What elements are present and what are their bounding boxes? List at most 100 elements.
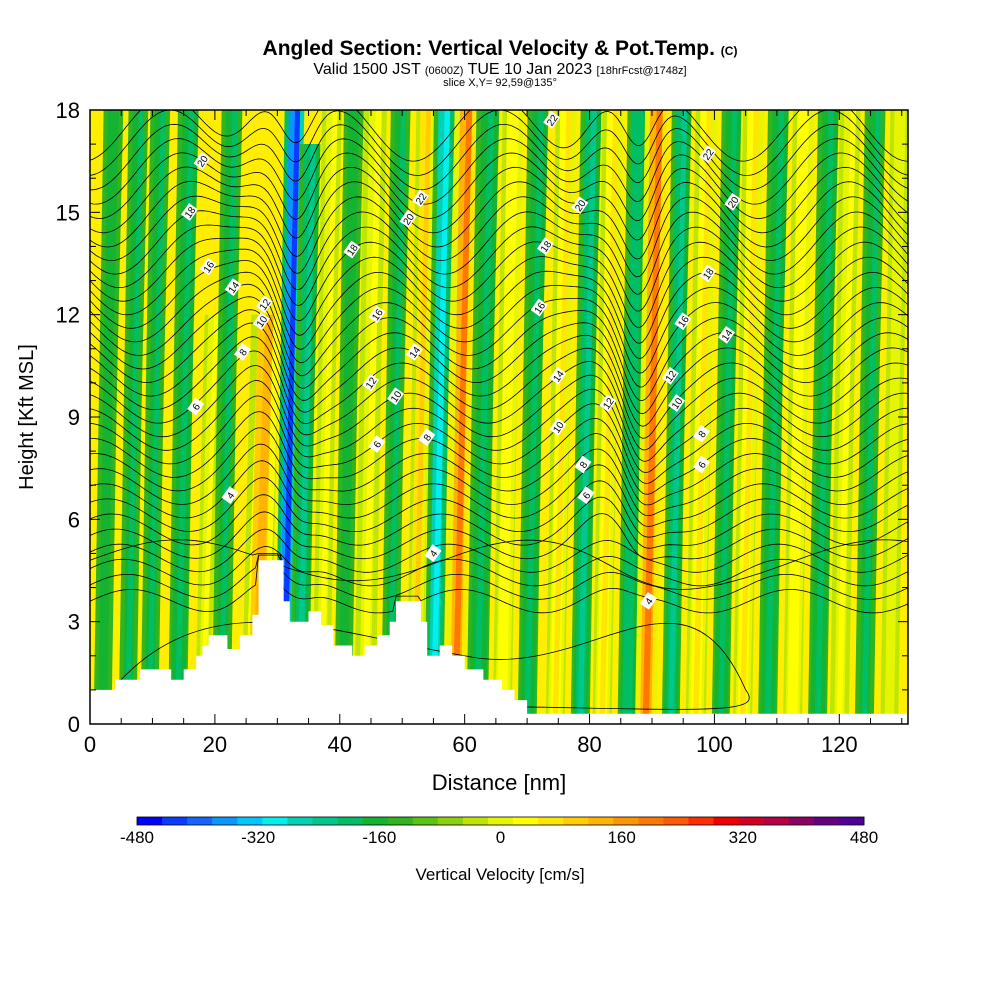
contour-label-bg: [368, 305, 386, 324]
velocity-band: [354, 110, 387, 724]
isentrope-contours: [90, 110, 908, 710]
isentrope-line: [90, 152, 908, 222]
velocity-band-shade: [412, 110, 432, 724]
colorbar-swatch: [738, 817, 765, 825]
isentrope-line: [90, 271, 908, 374]
colorbar-swatch: [362, 817, 389, 825]
y-tick-label: 12: [56, 303, 80, 328]
colorbar-swatch: [613, 817, 639, 825]
colorbar-tick-label: 160: [607, 828, 635, 847]
contour-label-bg: [424, 544, 442, 563]
contour-label-bg: [536, 237, 554, 256]
velocity-band: [445, 110, 477, 724]
colorbar-swatch: [588, 817, 614, 825]
slice-info: slice X,Y= 92,59@135°: [443, 77, 557, 89]
isentrope-line: [90, 248, 908, 344]
colorbar-frame: [136, 816, 865, 826]
contour-label-bg: [724, 192, 742, 211]
isentrope-line: [90, 322, 908, 427]
contour-label: 14: [224, 278, 242, 296]
isentrope-line: [90, 237, 908, 328]
velocity-band: [592, 110, 624, 724]
isentrope-line: [90, 195, 908, 278]
contour-label: 14: [717, 325, 736, 344]
isentrope-line: [90, 224, 908, 312]
valid-date: TUE 10 Jan 2023: [467, 61, 593, 78]
colorbar-swatch: [162, 817, 188, 825]
colorbar-swatch: [513, 817, 539, 825]
contour-label-bg: [599, 394, 617, 412]
x-tick-label: 120: [821, 732, 858, 757]
colorbar-swatch: [412, 817, 439, 825]
colorbar-swatch: [212, 817, 238, 825]
colorbar-tick-label: 480: [850, 828, 878, 847]
velocity-band-shade: [200, 314, 219, 724]
colorbar-swatch: [437, 817, 464, 825]
velocity-band: [854, 110, 886, 724]
isentrope-line: [90, 427, 908, 506]
contour-label-bg: [699, 264, 717, 283]
velocity-band-shade: [789, 110, 810, 724]
contour-label-bg: [577, 486, 595, 505]
colorbar-tick-label: 320: [729, 828, 757, 847]
contour-label-bg: [199, 257, 217, 276]
velocity-band-shade: [861, 110, 882, 724]
velocity-band-shade: [499, 110, 519, 724]
velocity-band-shade: [318, 110, 338, 724]
contour-label-text: 6: [191, 402, 203, 413]
isentrope-line: [90, 260, 908, 360]
contour-label: 4: [221, 486, 239, 505]
isentrope-line: [90, 180, 908, 260]
contour-label-bg: [234, 343, 252, 361]
velocity-band: [211, 110, 243, 724]
velocity-band-shade: [361, 110, 382, 724]
contour-label: 10: [668, 394, 686, 412]
contour-label-text: 8: [697, 429, 709, 440]
y-tick-label: 3: [68, 610, 80, 635]
velocity-band: [333, 110, 364, 724]
contour-label: 16: [674, 312, 692, 331]
isentrope-line: [90, 380, 908, 474]
colorbar-swatch: [688, 817, 715, 825]
y-tick-label: 6: [68, 507, 80, 532]
contour-label: 12: [362, 373, 380, 392]
colorbar-swatch: [813, 817, 840, 825]
contour-label: 6: [577, 486, 595, 505]
velocity-band-shade: [577, 110, 597, 724]
chart-title-mark: (C): [720, 44, 738, 58]
chart-title-text: Angled Section: Vertical Velocity & Pot.…: [262, 37, 715, 60]
colorbar-swatch: [638, 817, 664, 825]
contour-label-bg: [221, 486, 239, 505]
isentrope-line: [90, 443, 908, 517]
isentrope-line: [90, 554, 908, 614]
contour-label-bg: [255, 295, 273, 314]
velocity-band: [312, 110, 342, 724]
isentrope-line: [90, 546, 908, 587]
contour-label: 6: [693, 455, 711, 474]
velocity-band: [880, 110, 908, 724]
colorbar-swatch: [137, 817, 163, 825]
contour-label-text: 6: [581, 490, 593, 501]
contour-labels: 2018161412108642220181614121086422201816…: [180, 111, 742, 610]
x-tick-label: 40: [328, 732, 352, 757]
colorbar-swatch: [763, 817, 790, 825]
contour-label-bg: [399, 209, 417, 228]
contour-label-bg: [193, 151, 211, 170]
isentrope-line: [90, 138, 908, 205]
colorbar-swatch: [312, 817, 339, 825]
y-axis: 0 3 6 9 12 15 18: [56, 98, 908, 737]
contour-label-bg: [405, 343, 423, 361]
contour-label-bg: [343, 240, 361, 259]
colorbar-swatch: [713, 817, 740, 825]
contour-label-bg: [668, 394, 686, 412]
contour-label: 6: [368, 435, 386, 453]
contour-label-bg: [693, 455, 711, 474]
contour-label-bg: [674, 312, 692, 331]
vertical-velocity-shading: [93, 110, 908, 724]
isentrope-line: [90, 110, 908, 162]
colorbar-tick-label: -160: [362, 828, 396, 847]
valid-forecast: [18hrFcst@1748z]: [596, 65, 687, 77]
contour-label: 18: [536, 237, 555, 256]
y-tick-label: 9: [68, 405, 80, 430]
isentrope-line: [90, 110, 908, 176]
